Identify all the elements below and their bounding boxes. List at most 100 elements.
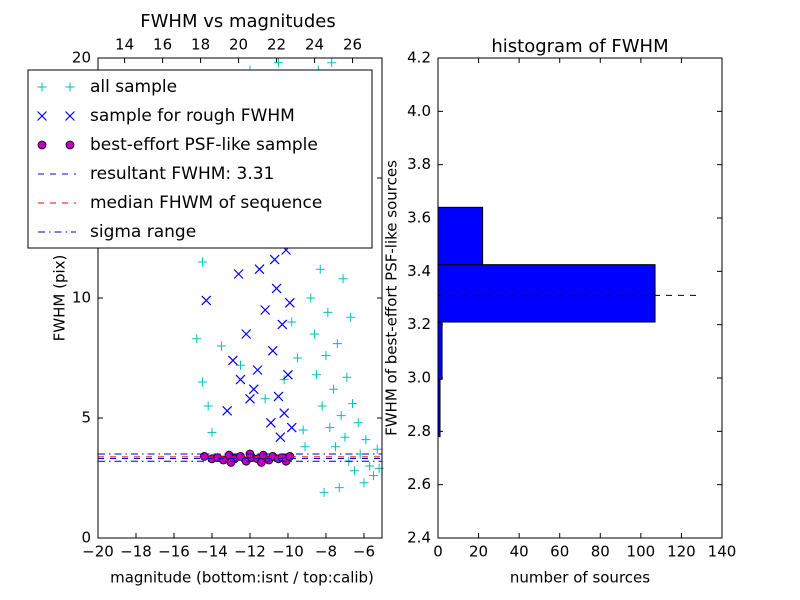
point [252, 365, 263, 375]
x2-tick-label: 26 [343, 36, 362, 54]
x-tick-label: 40 [510, 543, 529, 561]
point [340, 432, 350, 442]
point [361, 435, 371, 445]
x-tick-label: 140 [708, 543, 737, 561]
point [319, 487, 329, 497]
legend-marker [37, 140, 47, 150]
chart-title: histogram of FWHM [491, 36, 668, 57]
point [192, 334, 202, 344]
point [260, 305, 271, 315]
point [235, 360, 245, 370]
y-tick-label: 10 [72, 289, 91, 307]
point [227, 355, 238, 366]
legend-label: median FHWM of sequence [90, 193, 322, 213]
legend-marker [65, 140, 75, 150]
point [203, 401, 213, 411]
point [283, 369, 293, 380]
point [310, 329, 320, 339]
y-tick-label: 3.2 [407, 315, 431, 333]
y-axis-label: FWHM (pix) [51, 255, 69, 342]
point [271, 283, 282, 294]
point [330, 442, 340, 452]
x-tick-label: −14 [196, 543, 228, 561]
x-tick-label: −20 [82, 543, 114, 561]
point [248, 384, 259, 395]
point [226, 457, 236, 467]
point [267, 345, 278, 356]
point [197, 257, 207, 267]
x2-tick-label: 16 [153, 36, 172, 54]
point [275, 432, 286, 443]
legend-label: all sample [90, 77, 177, 97]
x2-tick-label: 14 [115, 36, 134, 54]
axes-frame [437, 57, 723, 539]
point [311, 370, 321, 380]
point [327, 58, 337, 68]
bar [437, 321, 443, 380]
legend-label: resultant FWHM: 3.31 [90, 164, 274, 184]
point [338, 274, 348, 284]
point [233, 269, 244, 279]
y-tick-label: 3.0 [407, 369, 431, 387]
point [332, 339, 342, 349]
chart-title: FWHM vs magnitudes [140, 11, 335, 32]
point [306, 293, 316, 303]
point [329, 384, 339, 394]
legend-marker [65, 82, 75, 92]
point [265, 417, 276, 428]
point [292, 353, 302, 363]
y-tick-label: 4.2 [407, 49, 431, 67]
y-tick-label: 3.4 [407, 262, 431, 280]
point [286, 422, 297, 433]
x2-tick-label: 24 [305, 36, 324, 54]
point [372, 444, 382, 454]
point [365, 461, 375, 471]
point [317, 401, 327, 411]
legend-label: sigma range [90, 222, 196, 242]
point [245, 393, 255, 404]
point [346, 312, 356, 322]
y-tick-label: 3.6 [407, 209, 431, 227]
point [241, 329, 252, 339]
x-tick-label: 20 [469, 543, 488, 561]
point [284, 297, 295, 308]
x-tick-label: 120 [667, 543, 696, 561]
x-tick-label: 100 [627, 543, 656, 561]
x-tick-label: −18 [120, 543, 152, 561]
point [273, 58, 283, 68]
point [201, 295, 212, 306]
y-tick-label: 2.4 [407, 529, 431, 547]
point [269, 254, 280, 265]
x-tick-label: −6 [353, 543, 375, 561]
point [260, 394, 270, 404]
x-tick-label: −10 [272, 543, 304, 561]
y-tick-label: 20 [72, 49, 91, 67]
point [334, 483, 344, 493]
bar [437, 264, 656, 323]
x-tick-label: −12 [234, 543, 266, 561]
point [315, 264, 325, 274]
point [353, 418, 363, 428]
point [336, 411, 346, 421]
point [216, 341, 226, 351]
point [222, 405, 233, 416]
x2-tick-label: 22 [267, 36, 286, 54]
point [256, 457, 266, 467]
x-tick-label: 60 [550, 543, 569, 561]
point [300, 442, 310, 452]
legend-label: best-effort PSF-like sample [90, 135, 318, 155]
legend-box [27, 69, 373, 249]
y-tick-label: 3.8 [407, 155, 431, 173]
x-axis-label: number of sources [510, 569, 650, 587]
y-axis-label: FWHM of best-effort PSF-like sources [383, 160, 401, 436]
point [348, 399, 358, 409]
x2-tick-label: 18 [191, 36, 210, 54]
legend-label: sample for rough FWHM [90, 106, 295, 126]
x-tick-label: −8 [315, 543, 337, 561]
point [323, 307, 333, 317]
x-tick-label: 0 [433, 543, 443, 561]
point [207, 427, 217, 437]
legend-marker [65, 111, 75, 121]
point [279, 408, 290, 419]
